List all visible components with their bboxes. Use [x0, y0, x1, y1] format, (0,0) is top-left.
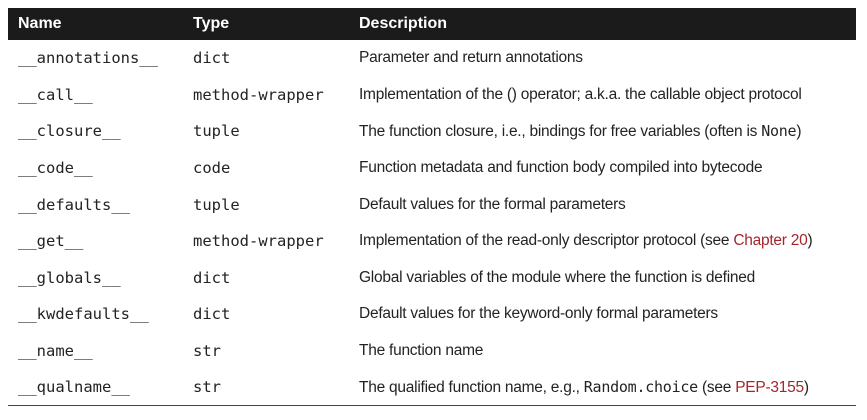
description-text: The function closure, i.e., bindings for…: [359, 122, 762, 140]
row-description: The function name: [359, 342, 484, 360]
row-description: The qualified function name, e.g., Rando…: [349, 369, 856, 407]
row-type: code: [193, 159, 231, 178]
description-text: ): [796, 122, 802, 140]
table-row: __defaults__ tuple Default values for th…: [8, 186, 856, 223]
row-name: __closure__: [18, 122, 121, 141]
row-type: method-wrapper: [193, 85, 324, 104]
row-description: The function closure, i.e., bindings for…: [349, 113, 856, 150]
row-type: tuple: [193, 122, 240, 141]
table-row: __call__ method-wrapper Implementation o…: [8, 77, 856, 114]
attributes-table-container: Name Type Description __annotations__ di…: [8, 8, 856, 407]
row-description: Default values for the keyword-only form…: [359, 305, 718, 323]
row-description: Global variables of the module where the…: [359, 268, 755, 286]
table-row: __closure__ tuple The function closure, …: [8, 113, 856, 150]
table-row: __globals__ dict Global variables of the…: [8, 260, 856, 297]
table-row: __kwdefaults__ dict Default values for t…: [8, 296, 856, 333]
row-type: tuple: [193, 195, 240, 214]
table-row: __qualname__ str The qualified function …: [8, 369, 856, 407]
row-name: __defaults__: [18, 195, 130, 214]
row-name: __code__: [18, 159, 93, 178]
row-description: Function metadata and function body comp…: [359, 159, 763, 177]
row-name: __qualname__: [8, 369, 183, 407]
row-name: __name__: [18, 342, 93, 361]
description-text: ): [807, 232, 813, 250]
row-type: dict: [193, 305, 231, 324]
table-row: __get__ method-wrapper Implementation of…: [8, 223, 856, 260]
table-header-row: Name Type Description: [8, 8, 856, 40]
row-description: Default values for the formal parameters: [359, 195, 626, 213]
table-row: __annotations__ dict Parameter and retur…: [8, 40, 856, 77]
header-type: Type: [193, 15, 230, 32]
row-name: __get__: [18, 232, 84, 251]
row-description: Implementation of the () operator; a.k.a…: [359, 85, 802, 103]
description-text: Implementation of the read-only descript…: [359, 232, 734, 250]
inline-code: Random.choice: [583, 377, 698, 396]
row-description: Implementation of the read-only descript…: [349, 223, 856, 260]
description-text: The qualified function name, e.g.,: [359, 378, 584, 396]
row-type: dict: [193, 49, 231, 68]
inline-code: None: [761, 121, 797, 140]
header-description: Description: [359, 15, 448, 32]
row-name: __call__: [18, 85, 93, 104]
description-text: ): [803, 378, 809, 396]
header-name: Name: [18, 15, 62, 32]
pep-3155-link[interactable]: PEP-3155: [735, 378, 804, 396]
row-name: __kwdefaults__: [18, 305, 149, 324]
table-row: __code__ code Function metadata and func…: [8, 150, 856, 187]
row-type: str: [183, 369, 349, 407]
row-name: __annotations__: [18, 49, 158, 68]
row-type: method-wrapper: [193, 232, 324, 251]
function-attributes-table: Name Type Description __annotations__ di…: [8, 8, 856, 407]
chapter-20-link[interactable]: Chapter 20: [733, 232, 808, 250]
description-text: (see: [697, 378, 736, 396]
row-type: str: [193, 342, 221, 361]
row-type: dict: [193, 268, 231, 287]
row-name: __globals__: [18, 268, 121, 287]
table-row: __name__ str The function name: [8, 333, 856, 370]
row-description: Parameter and return annotations: [359, 49, 583, 67]
